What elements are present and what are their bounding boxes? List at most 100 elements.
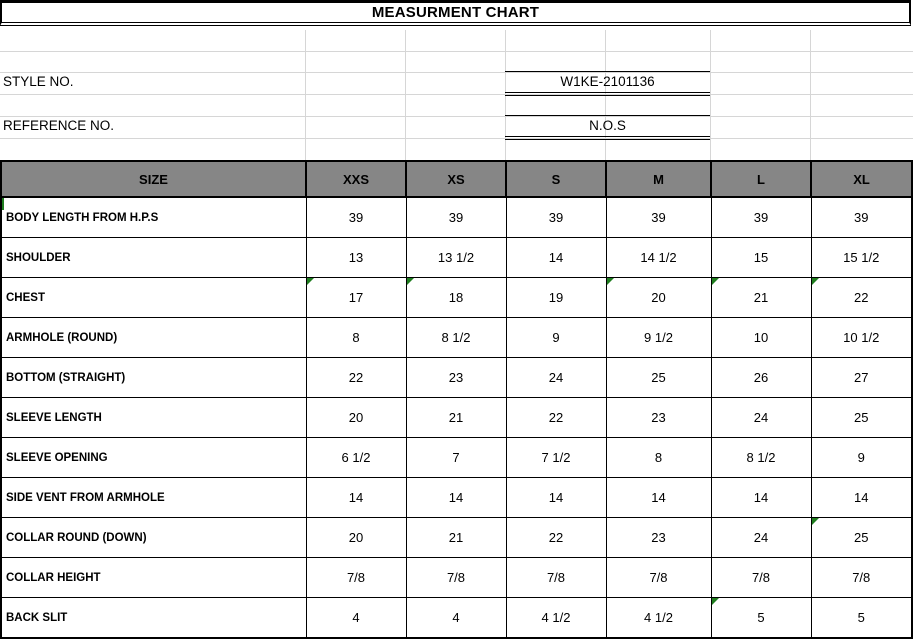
measurement-cell[interactable]: 22 [505, 397, 607, 438]
measurement-cell[interactable]: 22 [810, 277, 913, 318]
measurement-cell[interactable]: 17 [305, 277, 407, 318]
table-row: SLEEVE LENGTH 20 21 22 23 24 25 [0, 397, 913, 438]
measurement-cell[interactable]: 8 1/2 [405, 317, 507, 358]
measurement-cell[interactable]: 25 [810, 397, 913, 438]
measurement-cell[interactable]: 19 [505, 277, 607, 318]
gridline [810, 30, 811, 160]
column-header-size[interactable]: SIZE [0, 160, 307, 198]
table-row: BOTTOM (STRAIGHT) 22 23 24 25 26 27 [0, 357, 913, 398]
measurement-cell[interactable]: 7/8 [305, 557, 407, 598]
row-label[interactable]: COLLAR HEIGHT [0, 557, 307, 598]
measurement-cell[interactable]: 39 [605, 196, 712, 238]
measurement-cell[interactable]: 4 [305, 597, 407, 639]
measurement-cell[interactable]: 39 [710, 196, 812, 238]
measurement-cell[interactable]: 7/8 [505, 557, 607, 598]
measurement-cell[interactable]: 7 [405, 437, 507, 478]
gridline [0, 94, 913, 95]
reference-no-value[interactable]: N.O.S [505, 115, 710, 140]
column-header-m[interactable]: M [605, 160, 712, 198]
measurement-cell[interactable]: 20 [305, 397, 407, 438]
measurement-cell[interactable]: 39 [405, 196, 507, 238]
row-label[interactable]: BOTTOM (STRAIGHT) [0, 357, 307, 398]
measurement-cell[interactable]: 39 [305, 196, 407, 238]
measurement-cell[interactable]: 26 [710, 357, 812, 398]
measurement-cell[interactable]: 24 [505, 357, 607, 398]
measurement-cell[interactable]: 27 [810, 357, 913, 398]
measurement-cell[interactable]: 10 1/2 [810, 317, 913, 358]
row-label[interactable]: SLEEVE LENGTH [0, 397, 307, 438]
gridline [0, 51, 913, 52]
measurement-cell[interactable]: 7/8 [605, 557, 712, 598]
gridline [0, 116, 913, 117]
reference-no-label[interactable]: REFERENCE NO. [3, 118, 115, 133]
measurement-cell[interactable]: 20 [605, 277, 712, 318]
column-header-xl[interactable]: XL [810, 160, 913, 198]
table-row: SLEEVE OPENING 6 1/2 7 7 1/2 8 8 1/2 9 [0, 437, 913, 478]
measurement-cell[interactable]: 8 [305, 317, 407, 358]
style-no-value[interactable]: W1KE-2101136 [505, 71, 710, 96]
measurement-cell[interactable]: 18 [405, 277, 507, 318]
measurement-cell[interactable]: 21 [710, 277, 812, 318]
error-flag-icon [811, 518, 819, 525]
gridline [710, 30, 711, 160]
row-label[interactable]: CHEST [0, 277, 307, 318]
measurement-cell[interactable]: 15 [710, 237, 812, 278]
sheet-title-cell[interactable]: MEASURMENT CHART [0, 0, 911, 26]
row-label[interactable]: SHOULDER [0, 237, 307, 278]
measurement-cell[interactable]: 21 [405, 397, 507, 438]
measurement-cell[interactable]: 9 1/2 [605, 317, 712, 358]
measurement-cell[interactable]: 9 [505, 317, 607, 358]
row-label[interactable]: BACK SLIT [0, 597, 307, 639]
row-label[interactable]: SLEEVE OPENING [0, 437, 307, 478]
column-header-xs[interactable]: XS [405, 160, 507, 198]
column-header-s[interactable]: S [505, 160, 607, 198]
measurement-cell[interactable]: 14 [505, 477, 607, 518]
measurement-cell[interactable]: 10 [710, 317, 812, 358]
measurement-cell[interactable]: 14 [810, 477, 913, 518]
measurement-cell[interactable]: 14 [710, 477, 812, 518]
column-header-l[interactable]: L [710, 160, 812, 198]
measurement-cell[interactable]: 24 [710, 397, 812, 438]
measurement-cell[interactable]: 14 [505, 237, 607, 278]
measurement-cell[interactable]: 13 1/2 [405, 237, 507, 278]
measurement-cell[interactable]: 14 1/2 [605, 237, 712, 278]
measurement-cell[interactable]: 25 [605, 357, 712, 398]
measurement-cell[interactable]: 4 1/2 [605, 597, 712, 639]
measurement-cell[interactable]: 7/8 [710, 557, 812, 598]
measurement-cell[interactable]: 8 [605, 437, 712, 478]
row-label[interactable]: ARMHOLE (ROUND) [0, 317, 307, 358]
column-header-xxs[interactable]: XXS [305, 160, 407, 198]
measurement-cell[interactable]: 39 [505, 196, 607, 238]
measurement-cell[interactable]: 4 1/2 [505, 597, 607, 639]
measurement-cell[interactable]: 14 [605, 477, 712, 518]
measurement-cell[interactable]: 22 [305, 357, 407, 398]
measurement-cell[interactable]: 13 [305, 237, 407, 278]
measurement-cell[interactable]: 9 [810, 437, 913, 478]
row-label[interactable]: COLLAR ROUND (DOWN) [0, 517, 307, 558]
measurement-cell[interactable]: 23 [605, 517, 712, 558]
row-label[interactable]: SIDE VENT FROM ARMHOLE [0, 477, 307, 518]
row-label[interactable]: BODY LENGTH FROM H.P.S [0, 196, 307, 238]
style-no-label[interactable]: STYLE NO. [3, 74, 74, 89]
measurement-cell[interactable]: 23 [405, 357, 507, 398]
measurement-cell[interactable]: 22 [505, 517, 607, 558]
measurement-cell[interactable]: 8 1/2 [710, 437, 812, 478]
measurement-cell[interactable]: 14 [305, 477, 407, 518]
measurement-cell[interactable]: 39 [810, 196, 913, 238]
measurement-cell[interactable]: 20 [305, 517, 407, 558]
measurement-cell[interactable]: 7/8 [810, 557, 913, 598]
measurement-cell[interactable]: 4 [405, 597, 507, 639]
measurement-cell[interactable]: 21 [405, 517, 507, 558]
measurement-cell[interactable]: 5 [710, 597, 812, 639]
measurement-cell[interactable]: 5 [810, 597, 913, 639]
measurement-cell[interactable]: 7 1/2 [505, 437, 607, 478]
measurement-cell[interactable]: 15 1/2 [810, 237, 913, 278]
measurement-cell[interactable]: 24 [710, 517, 812, 558]
error-flag-icon [2, 198, 4, 210]
measurement-cell[interactable]: 7/8 [405, 557, 507, 598]
measurement-cell[interactable]: 6 1/2 [305, 437, 407, 478]
measurement-cell[interactable]: 14 [405, 477, 507, 518]
measurement-cell[interactable]: 23 [605, 397, 712, 438]
measurement-cell[interactable]: 25 [810, 517, 913, 558]
